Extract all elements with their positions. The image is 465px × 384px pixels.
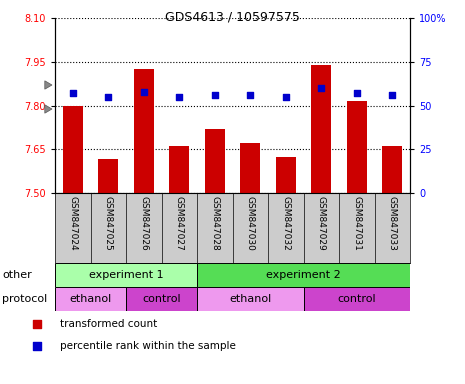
Text: other: other [2,270,32,280]
Bar [55,287,126,311]
Point [140,88,147,94]
Bar [169,146,189,193]
Text: protocol: protocol [2,294,47,304]
Bar [126,287,197,311]
Polygon shape [45,105,52,113]
Text: experiment 2: experiment 2 [266,270,341,280]
Text: GSM847028: GSM847028 [210,197,219,251]
Bar [347,101,366,193]
Point [246,92,254,98]
Bar [197,287,304,311]
Polygon shape [45,81,52,89]
Bar [134,69,153,193]
Bar [276,157,296,193]
Bar [205,129,225,193]
Point [211,92,219,98]
Text: GSM847033: GSM847033 [388,197,397,252]
Text: transformed count: transformed count [60,319,158,329]
Text: GSM847031: GSM847031 [352,197,361,252]
Point [105,94,112,100]
Bar [99,159,118,193]
Text: GSM847025: GSM847025 [104,197,113,251]
Point [389,92,396,98]
Text: GSM847029: GSM847029 [317,197,326,251]
Text: ethanol: ethanol [229,294,272,304]
Text: percentile rank within the sample: percentile rank within the sample [60,341,236,351]
Point [33,343,41,349]
Bar [304,287,410,311]
Text: control: control [338,294,376,304]
Point [175,94,183,100]
Text: experiment 1: experiment 1 [89,270,163,280]
Text: GSM847024: GSM847024 [68,197,77,251]
Bar [240,143,260,193]
Text: control: control [142,294,181,304]
Bar [312,65,331,193]
Bar [197,263,410,287]
Text: GSM847032: GSM847032 [281,197,290,251]
Text: GSM847027: GSM847027 [175,197,184,251]
Text: GSM847026: GSM847026 [139,197,148,251]
Text: ethanol: ethanol [69,294,112,304]
Point [69,90,76,96]
Point [282,94,290,100]
Bar [63,106,82,193]
Point [318,85,325,91]
Bar [383,146,402,193]
Point [353,90,360,96]
Text: GDS4613 / 10597575: GDS4613 / 10597575 [165,10,300,23]
Point [33,321,41,327]
Bar [55,263,197,287]
Text: GSM847030: GSM847030 [246,197,255,252]
